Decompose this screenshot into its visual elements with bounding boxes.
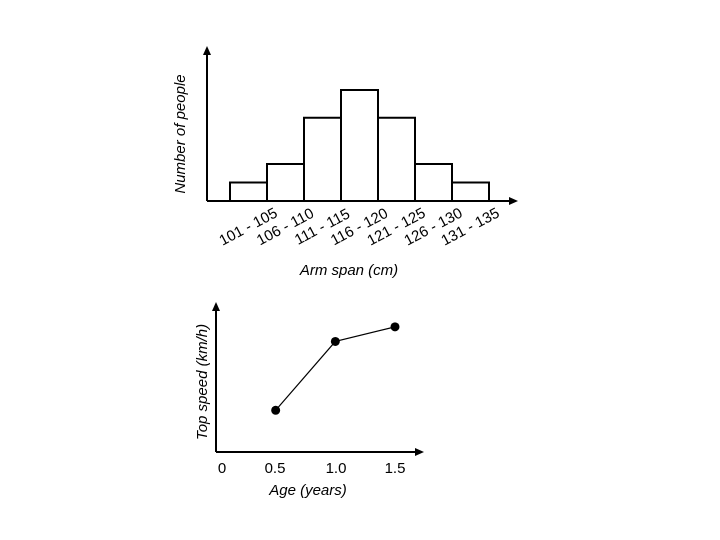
histogram-bar <box>340 89 379 202</box>
histogram-y-axis-arrow <box>203 46 211 55</box>
line-chart-x-tick-label: 1.0 <box>326 460 347 477</box>
line-chart-x-tick-label: 1.5 <box>385 460 406 477</box>
histogram-bars <box>229 89 490 202</box>
histogram-bar <box>266 163 305 202</box>
histogram-bar <box>414 163 453 202</box>
data-point <box>271 405 281 415</box>
line-chart-x-tick-label: 0 <box>218 460 226 477</box>
line-chart-y-axis-label: Top speed (km/h) <box>194 324 211 440</box>
histogram-x-axis-label: Arm span (cm) <box>299 262 398 279</box>
line-plot <box>271 322 400 415</box>
histogram-bar <box>303 116 342 202</box>
data-point <box>330 336 340 346</box>
histogram-bar <box>229 181 268 202</box>
histogram-x-axis-arrow <box>509 197 518 205</box>
line-chart: 0 0.5 1.0 1.5 Age (years) Top speed (km/h) <box>194 302 424 499</box>
line-chart-x-axis-label: Age (years) <box>268 482 347 499</box>
data-point <box>390 322 400 332</box>
line-chart-y-axis-arrow <box>212 302 220 311</box>
histogram-bar <box>451 181 490 202</box>
line-chart-x-tick-label: 0.5 <box>265 460 286 477</box>
histogram-y-axis-label: Number of people <box>172 74 189 193</box>
line-chart-x-axis-arrow <box>415 448 424 456</box>
line-chart-x-tick-labels: 0 0.5 1.0 1.5 <box>218 460 406 477</box>
histogram-bar <box>377 116 416 202</box>
